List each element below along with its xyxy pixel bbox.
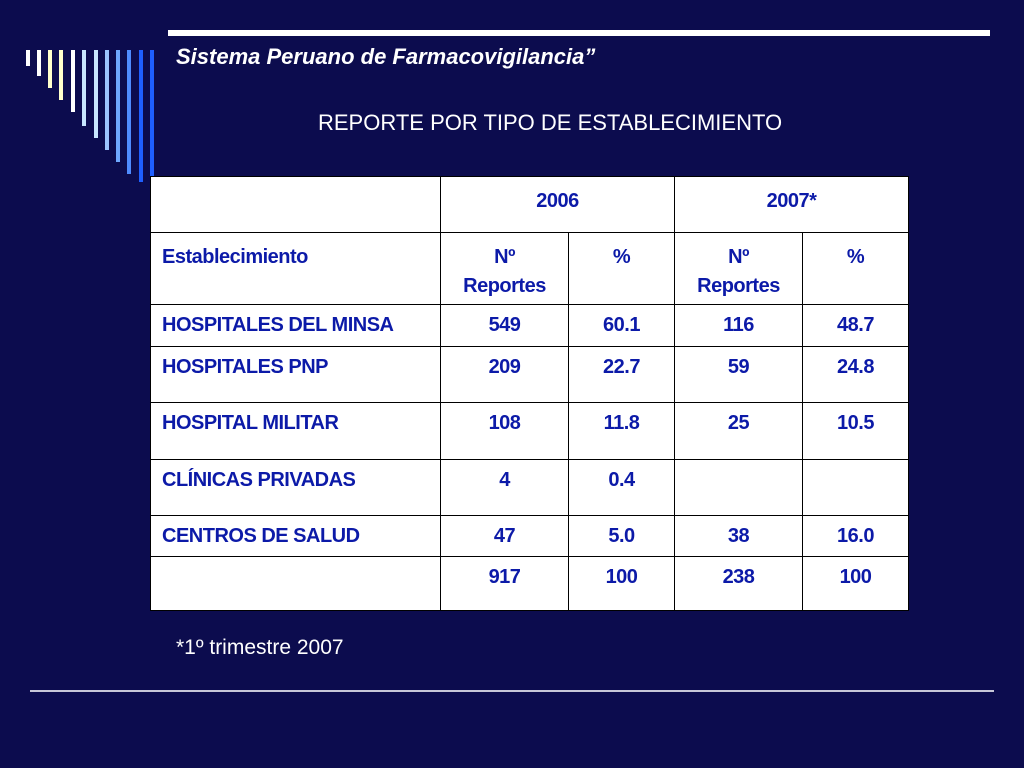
top-rule [168, 30, 990, 36]
table-cell: 60.1 [568, 304, 675, 347]
total-cell: 917 [440, 556, 569, 611]
decorative-bar [37, 50, 41, 76]
year-header-2007: 2007* [674, 176, 909, 233]
total-cell: 100 [568, 556, 675, 611]
table-cell: 108 [440, 402, 569, 460]
table-row: CENTROS DE SALUD 47 5.0 38 16.0 [150, 515, 909, 557]
total-cell: 100 [802, 556, 909, 611]
table-row: HOSPITAL MILITAR 108 11.8 25 10.5 [150, 402, 909, 460]
table-row: CLÍNICAS PRIVADAS 4 0.4 [150, 459, 909, 516]
row-label: HOSPITALES DEL MINSA [150, 304, 441, 347]
table-cell: 47 [440, 515, 569, 557]
decorative-bar [150, 50, 154, 188]
n-reportes-line1: Nº [728, 246, 749, 268]
establecimiento-header: Establecimiento [150, 232, 441, 305]
decorative-bar [71, 50, 75, 112]
table-row: HOSPITALES PNP 209 22.7 59 24.8 [150, 346, 909, 403]
report-subtitle: REPORTE POR TIPO DE ESTABLECIMIENTO [318, 110, 783, 135]
table-cell [674, 459, 803, 516]
table-cell: 11.8 [568, 402, 675, 460]
table-cell: 24.8 [802, 346, 909, 403]
table-cell: 16.0 [802, 515, 909, 557]
percent-header-2007: % [802, 232, 909, 305]
table-cell: 5.0 [568, 515, 675, 557]
table-cell: 25 [674, 402, 803, 460]
table-cell: 209 [440, 346, 569, 403]
decorative-bar [139, 50, 143, 182]
n-reportes-header-2006: Nº Reportes [440, 232, 569, 305]
table-cell: 22.7 [568, 346, 675, 403]
bottom-rule [30, 690, 994, 692]
table-cell: 0.4 [568, 459, 675, 516]
row-label: CLÍNICAS PRIVADAS [150, 459, 441, 516]
table-cell: 38 [674, 515, 803, 557]
year-header-row: 2006 2007* [150, 176, 909, 233]
table-cell: 59 [674, 346, 803, 403]
decorative-bar [94, 50, 98, 138]
row-label: CENTROS DE SALUD [150, 515, 441, 557]
decorative-bar [48, 50, 52, 88]
table-cell: 549 [440, 304, 569, 347]
empty-header-cell [150, 176, 441, 233]
decorative-bar [59, 50, 63, 100]
year-header-2006: 2006 [440, 176, 675, 233]
decorative-bar [105, 50, 109, 150]
percent-header-2006: % [568, 232, 675, 305]
table-cell: 4 [440, 459, 569, 516]
n-reportes-header-2007: Nº Reportes [674, 232, 803, 305]
table-cell: 116 [674, 304, 803, 347]
row-label: HOSPITALES PNP [150, 346, 441, 403]
row-label: HOSPITAL MILITAR [150, 402, 441, 460]
n-reportes-line1: Nº [494, 246, 515, 268]
row-label [150, 556, 441, 611]
n-reportes-line2: Reportes [463, 275, 546, 297]
total-row: 917 100 238 100 [150, 556, 909, 611]
footnote: *1º trimestre 2007 [176, 636, 344, 659]
decorative-bar [82, 50, 86, 126]
decorative-bar [116, 50, 120, 162]
table-row: HOSPITALES DEL MINSA 549 60.1 116 48.7 [150, 304, 909, 347]
total-cell: 238 [674, 556, 803, 611]
report-table: 2006 2007* Establecimiento Nº Reportes % … [150, 176, 909, 611]
decorative-bar [26, 50, 30, 66]
table-cell: 48.7 [802, 304, 909, 347]
sub-header-row: Establecimiento Nº Reportes % Nº Reportes … [150, 232, 909, 305]
table-cell: 10.5 [802, 402, 909, 460]
slide-title: Sistema Peruano de Farmacovigilancia” [176, 44, 596, 69]
n-reportes-line2: Reportes [697, 275, 780, 297]
decorative-bar [127, 50, 131, 174]
table-cell [802, 459, 909, 516]
